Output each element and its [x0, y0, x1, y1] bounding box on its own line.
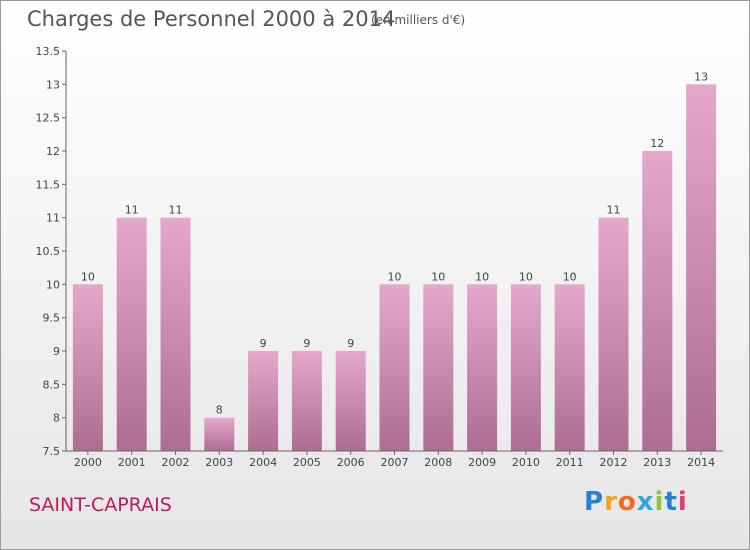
- logo-letter: x: [636, 487, 655, 517]
- x-tick-label-2014: 2014: [687, 456, 715, 469]
- x-tick-label-2013: 2013: [643, 456, 671, 469]
- x-tick-label-2005: 2005: [293, 456, 321, 469]
- bar-2006: [335, 351, 366, 451]
- data-label-2011: 10: [563, 270, 577, 283]
- y-tick-label: 9: [53, 345, 60, 358]
- chart-title: Charges de Personnel 2000 à 2014: [27, 7, 396, 31]
- x-tick-label-2002: 2002: [162, 456, 190, 469]
- x-tick-label-2004: 2004: [249, 456, 277, 469]
- y-tick-label: 8: [53, 412, 60, 425]
- x-tick-label-2009: 2009: [468, 456, 496, 469]
- x-tick-label-2000: 2000: [74, 456, 102, 469]
- y-tick-label: 13.5: [36, 45, 61, 58]
- axes-group: 2000 2001 2002 2003 2004 2005 2006 2007 2008 2009…: [36, 45, 723, 469]
- bar-2012: [598, 217, 629, 451]
- data-label-2000: 10: [81, 270, 95, 283]
- data-label-2002: 11: [169, 204, 183, 217]
- bar-2002: [160, 217, 191, 451]
- bar-2009: [467, 284, 498, 451]
- bar-2010: [510, 284, 541, 451]
- x-tick-label-2007: 2007: [381, 456, 409, 469]
- logo-letter: P: [584, 487, 605, 517]
- logo-letter: i: [654, 487, 665, 517]
- bar-2008: [423, 284, 454, 451]
- data-label-2005: 9: [303, 337, 310, 350]
- chart-subtitle: (en milliers d'€): [371, 13, 466, 27]
- y-tick-label: 9.5: [43, 312, 61, 325]
- y-tick-label: 7.5: [43, 445, 61, 458]
- logo-letter: t: [664, 487, 678, 517]
- bar-2007: [379, 284, 410, 451]
- data-label-2014: 13: [694, 70, 708, 83]
- y-tick-label: 10: [46, 278, 60, 291]
- bar-2011: [554, 284, 585, 451]
- data-label-2001: 11: [125, 204, 139, 217]
- logo-letter: o: [617, 487, 637, 517]
- bar-2013: [642, 151, 673, 451]
- x-tick-label-2008: 2008: [424, 456, 452, 469]
- y-tick-label: 12: [46, 145, 60, 158]
- y-tick-label: 12.5: [36, 112, 61, 125]
- data-label-2007: 10: [388, 270, 402, 283]
- bar-2001: [116, 217, 147, 451]
- y-tick-label: 11.5: [36, 178, 61, 191]
- bar-2014: [686, 84, 717, 452]
- data-label-2010: 10: [519, 270, 533, 283]
- data-label-2003: 8: [216, 404, 223, 417]
- bars-group: 10 11 11 8 9 9 9 10 10 10 10 10 11 12 13: [72, 70, 717, 452]
- data-label-2006: 9: [347, 337, 354, 350]
- data-label-2012: 11: [607, 204, 621, 217]
- x-tick-label-2011: 2011: [556, 456, 584, 469]
- bar-2004: [248, 351, 279, 451]
- bar-2000: [72, 284, 103, 451]
- logo-letter: i: [677, 487, 688, 517]
- x-tick-label-2001: 2001: [118, 456, 146, 469]
- commune-name: SAINT-CAPRAIS: [29, 494, 172, 516]
- bar-2005: [291, 351, 322, 451]
- y-tick-label: 10.5: [36, 245, 61, 258]
- proxiti-logo: Proxiti: [584, 487, 688, 517]
- x-tick-label-2003: 2003: [205, 456, 233, 469]
- logo-letter: r: [604, 487, 618, 517]
- y-tick-label: 8.5: [43, 378, 61, 391]
- x-tick-label-2012: 2012: [600, 456, 628, 469]
- data-label-2009: 10: [475, 270, 489, 283]
- y-tick-label: 13: [46, 78, 60, 91]
- y-tick-label: 11: [46, 212, 60, 225]
- bar-2003: [204, 417, 235, 451]
- data-label-2008: 10: [431, 270, 445, 283]
- x-tick-label-2006: 2006: [337, 456, 365, 469]
- data-label-2004: 9: [260, 337, 267, 350]
- data-label-2013: 12: [650, 137, 664, 150]
- x-tick-label-2010: 2010: [512, 456, 540, 469]
